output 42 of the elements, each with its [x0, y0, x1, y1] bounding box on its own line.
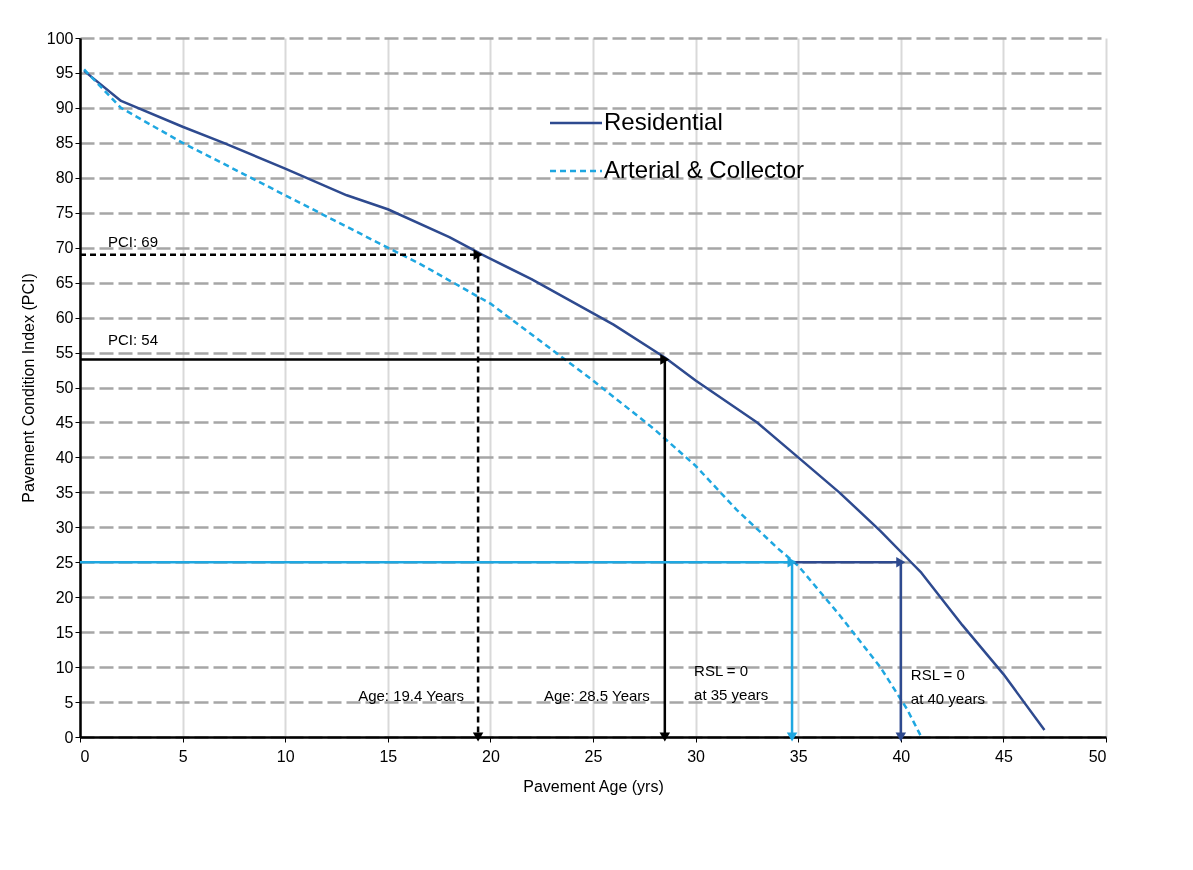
x-tick-label: 50	[1088, 747, 1107, 765]
x-tick-label: 10	[276, 747, 295, 765]
x-tick-label: 20	[482, 747, 500, 765]
y-tick-label: 100	[46, 29, 74, 47]
y-tick-label: 5	[64, 693, 74, 711]
legend-label: Arterial & Collector	[604, 156, 805, 183]
y-tick-label: 15	[55, 623, 74, 641]
y-tick-label: 80	[55, 169, 74, 187]
x-axis-title: Pavement Age (yrs)	[523, 777, 664, 795]
annotation: RSL = 0 at 35 years	[694, 662, 769, 703]
y-axis-title: Pavement Condition Index (PCI)	[19, 273, 37, 503]
y-tick-label: 65	[55, 274, 74, 292]
y-tick-label: 60	[55, 309, 74, 327]
y-tick-label: 0	[64, 728, 74, 746]
legend-label: Residential	[604, 108, 723, 135]
y-tick-label: 30	[55, 518, 74, 536]
y-tick-label: 50	[55, 379, 74, 396]
y-tick-label: 45	[55, 413, 74, 431]
y-tick-label: 90	[55, 99, 74, 117]
y-tick-label: 10	[55, 658, 74, 676]
y-tick-label: 95	[55, 64, 74, 82]
annotation: Age: 19.4 Years	[358, 687, 465, 704]
y-tick-label: 85	[55, 134, 74, 152]
annotation: Age: 28.5 Years	[543, 687, 650, 704]
x-tick-label: 0	[80, 747, 90, 765]
x-tick-label: 25	[584, 747, 603, 765]
y-tick-label: 75	[55, 204, 74, 222]
y-tick-label: 55	[55, 344, 74, 362]
y-tick-label: 25	[55, 553, 74, 571]
x-tick-label: 35	[789, 747, 808, 765]
y-tick-label: 40	[55, 448, 74, 466]
annotation: PCI: 54	[108, 330, 159, 348]
annotation: PCI: 69	[108, 232, 159, 250]
x-tick-label: 5	[178, 747, 188, 765]
x-tick-label: 45	[995, 747, 1013, 765]
y-tick-label: 20	[55, 588, 74, 606]
y-tick-label: 35	[55, 483, 74, 501]
y-tick-label: 70	[55, 239, 74, 257]
x-tick-label: 40	[892, 747, 911, 765]
x-tick-label: 15	[379, 747, 398, 765]
x-tick-label: 30	[687, 747, 706, 765]
annotation: RSL = 0 at 40 years	[910, 666, 986, 707]
